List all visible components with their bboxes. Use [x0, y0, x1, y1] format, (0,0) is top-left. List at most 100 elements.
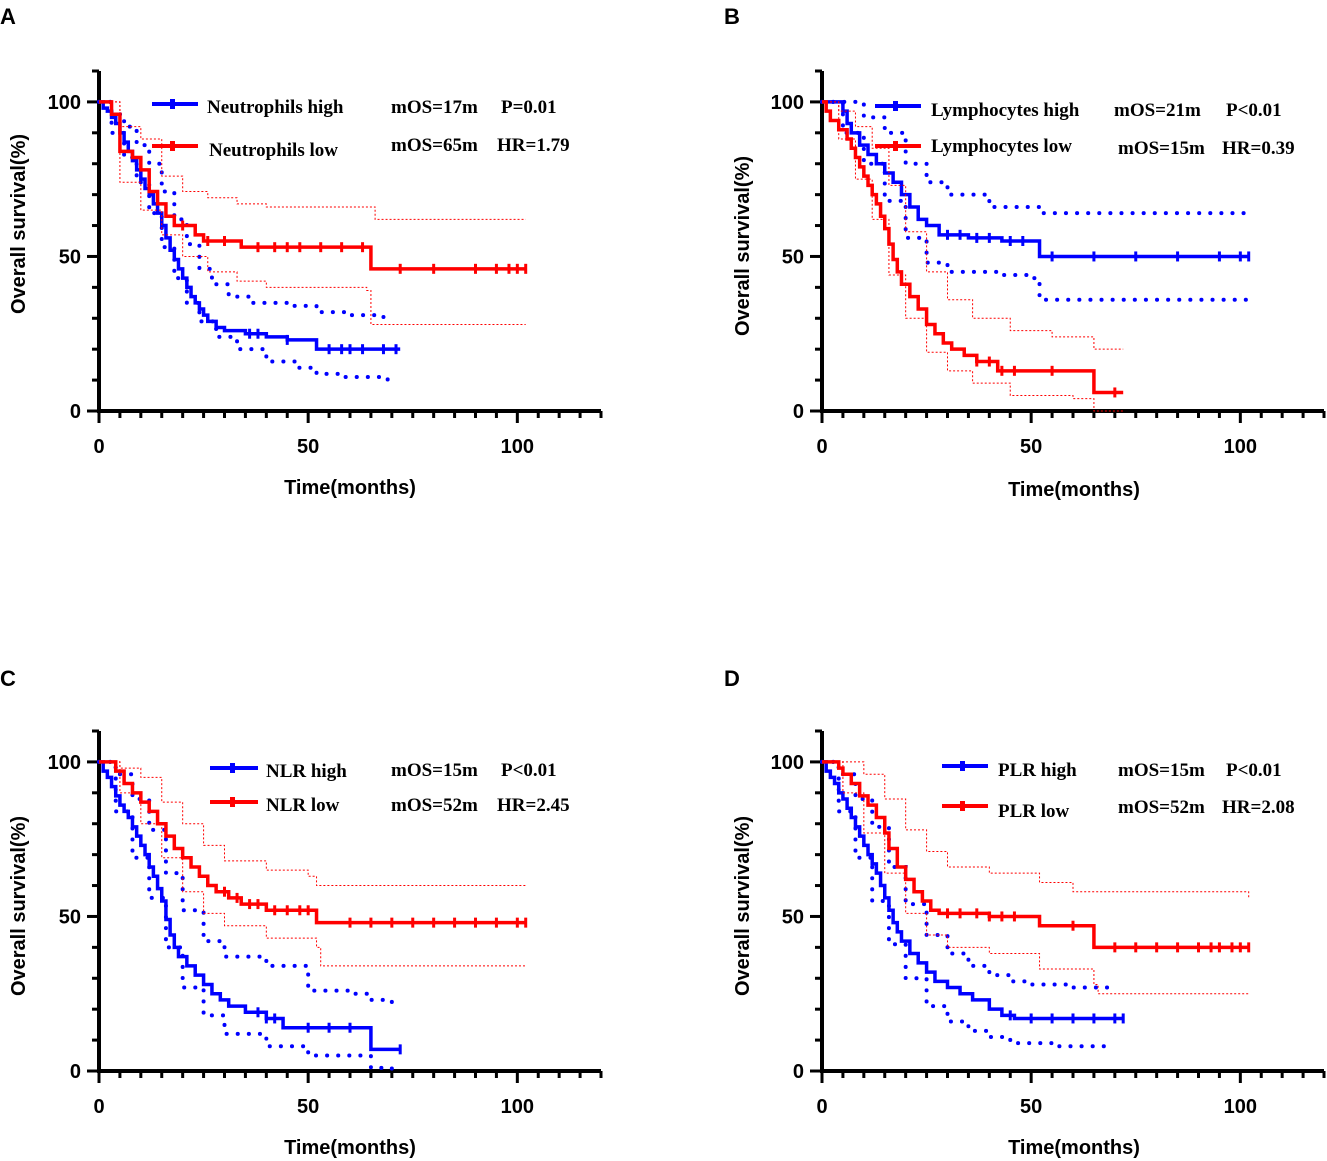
- legend-item-low: PLR low mOS=52m HR=2.08: [942, 797, 1295, 822]
- legend-item-high: Lymphocytes high mOS=21m P<0.01: [875, 100, 1282, 121]
- stat-mos-high: mOS=17m: [391, 97, 478, 118]
- legend-item-low: Lymphocytes low mOS=15m HR=0.39: [875, 136, 1295, 159]
- stat-hr: HR=2.45: [497, 795, 570, 816]
- y-axis-title: Overall survival(%): [8, 816, 30, 996]
- panel-b: B 0 50 100 0 50 100 Time(months) Overall surv…: [724, 4, 1326, 501]
- x-tick-label: 50: [297, 1096, 319, 1118]
- y-tick-label: 50: [59, 906, 81, 928]
- ci-upper-high: [97, 99, 394, 321]
- legend-label-high: PLR high: [998, 760, 1077, 781]
- ci-upper-high: [820, 99, 1251, 219]
- x-tick-label: 50: [297, 436, 319, 458]
- stat-mos-low: mOS=52m: [1118, 797, 1205, 818]
- y-tick-label: 100: [771, 752, 804, 774]
- ci-lower-high: [820, 99, 1251, 305]
- legend-item-high: PLR high mOS=15m P<0.01: [942, 760, 1282, 781]
- y-axis-title: Overall survival(%): [732, 156, 754, 336]
- legend-marker-low: [893, 141, 898, 151]
- stat-p-value: P<0.01: [501, 760, 557, 781]
- stat-p-value: P=0.01: [501, 97, 557, 118]
- survival-curve-low: [822, 100, 1124, 395]
- legend-item-low: Neutrophils low mOS=65m HR=1.79: [152, 135, 570, 161]
- stat-mos-low: mOS=15m: [1118, 138, 1205, 159]
- panel-a: A 0 50 100 0 50 100 Time(months) Overall surv…: [0, 4, 603, 499]
- x-tick-label: 0: [93, 1096, 104, 1118]
- y-axis-title: Overall survival(%): [732, 816, 754, 996]
- y-tick-label: 50: [782, 906, 804, 928]
- survival-curve-low: [99, 100, 526, 271]
- x-tick-label: 0: [816, 436, 827, 458]
- stat-mos-low: mOS=52m: [391, 795, 478, 816]
- y-tick-label: 50: [59, 246, 81, 268]
- panel-letter: C: [0, 666, 16, 691]
- y-tick-label: 100: [771, 92, 804, 114]
- legend-label-low: Neutrophils low: [209, 140, 338, 161]
- plot-area: 0 50 100 0 50 100: [771, 729, 1326, 1118]
- panel-letter: D: [724, 666, 740, 691]
- x-axis-title: Time(months): [284, 1137, 416, 1159]
- ci-lower-low: [822, 101, 1124, 412]
- x-axis-title: Time(months): [284, 477, 416, 499]
- ci-upper-low: [99, 761, 526, 887]
- ci-upper-low: [822, 761, 1250, 898]
- legend-marker-low: [170, 141, 175, 151]
- legend-item-high: NLR high mOS=15m P<0.01: [210, 760, 557, 782]
- y-tick-label: 0: [70, 1061, 81, 1083]
- stat-mos-high: mOS=15m: [391, 760, 478, 781]
- x-tick-label: 0: [93, 436, 104, 458]
- plot-area: 0 50 100 0 50 100: [48, 69, 603, 458]
- stat-mos-high: mOS=15m: [1118, 760, 1205, 781]
- ci-lower-high: [97, 759, 394, 1073]
- plot-area: 0 50 100 0 50 100: [48, 729, 603, 1118]
- x-tick-label: 50: [1020, 1096, 1042, 1118]
- ci-lower-low: [99, 761, 526, 967]
- y-tick-label: 100: [48, 752, 81, 774]
- x-tick-label: 50: [1020, 436, 1042, 458]
- survival-curve-high: [99, 100, 401, 351]
- survival-curve-high: [99, 760, 401, 1052]
- ci-lower-low: [822, 761, 1249, 995]
- legend-marker-low: [230, 797, 235, 807]
- panel-letter: B: [724, 4, 740, 29]
- y-tick-label: 0: [793, 401, 804, 423]
- x-tick-label: 100: [1224, 1096, 1257, 1118]
- legend-marker-low: [960, 801, 965, 811]
- legend-label-high: NLR high: [266, 761, 347, 782]
- legend: Lymphocytes high mOS=21m P<0.01 Lymphocy…: [875, 100, 1295, 159]
- y-tick-label: 50: [782, 246, 804, 268]
- y-tick-label: 0: [793, 1061, 804, 1083]
- survival-curve-high: [822, 100, 1249, 259]
- legend: NLR high mOS=15m P<0.01 NLR low mOS=52m …: [210, 760, 570, 816]
- legend-item-low: NLR low mOS=52m HR=2.45: [210, 795, 570, 816]
- legend-marker-high: [893, 101, 898, 111]
- survival-curve-high: [822, 760, 1124, 1021]
- y-tick-label: 100: [48, 92, 81, 114]
- y-axis-title: Overall survival(%): [8, 134, 30, 314]
- stat-mos-low: mOS=65m: [391, 135, 478, 156]
- stat-hr: HR=0.39: [1222, 138, 1295, 159]
- panel-c: C 0 50 100 0 50 100 Time(months) Overall surv…: [0, 666, 603, 1159]
- ci-lower-high: [820, 759, 1117, 1049]
- stat-p-value: P<0.01: [1226, 100, 1282, 121]
- legend-label-high: Lymphocytes high: [931, 100, 1080, 121]
- legend-marker-high: [230, 763, 235, 773]
- x-axis-title: Time(months): [1008, 1137, 1140, 1159]
- y-tick-label: 0: [70, 401, 81, 423]
- stat-hr: HR=2.08: [1222, 797, 1295, 818]
- x-tick-label: 0: [816, 1096, 827, 1118]
- stat-mos-high: mOS=21m: [1114, 100, 1201, 121]
- legend-marker-high: [170, 99, 175, 109]
- ci-upper-high: [97, 759, 394, 1005]
- legend-label-high: Neutrophils high: [207, 97, 344, 118]
- x-tick-label: 100: [501, 436, 534, 458]
- plot-area: 0 50 100 0 50 100: [771, 69, 1326, 458]
- legend: Neutrophils high mOS=17m P=0.01 Neutroph…: [152, 97, 570, 161]
- survival-curve-low: [99, 760, 526, 925]
- legend-item-high: Neutrophils high mOS=17m P=0.01: [152, 97, 557, 118]
- x-tick-label: 100: [501, 1096, 534, 1118]
- x-axis-title: Time(months): [1008, 479, 1140, 501]
- x-tick-label: 100: [1224, 436, 1257, 458]
- stat-p-value: P<0.01: [1226, 760, 1282, 781]
- legend-marker-high: [960, 761, 965, 771]
